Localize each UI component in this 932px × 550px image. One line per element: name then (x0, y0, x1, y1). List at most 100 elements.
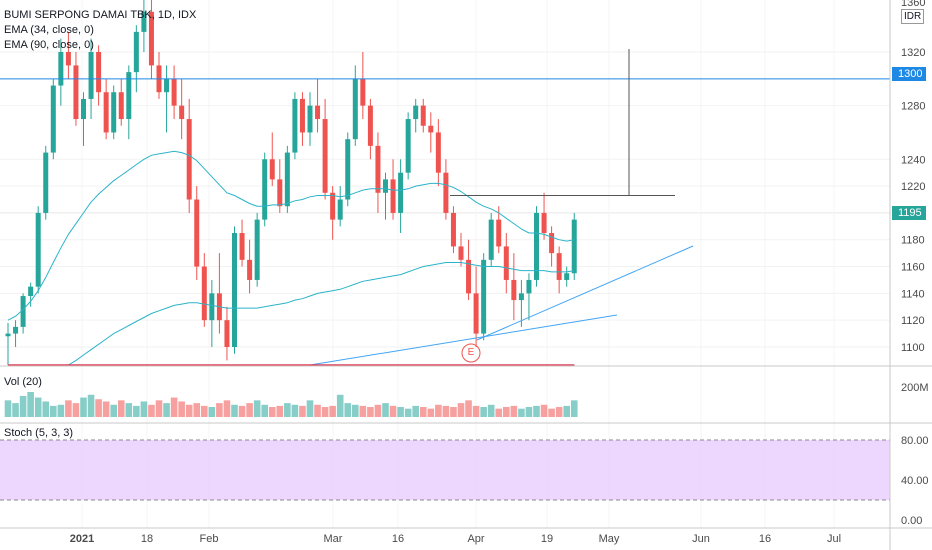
candle-body (511, 279, 517, 301)
lower-trendline (303, 314, 618, 367)
price-tick-label: 1100 (901, 342, 925, 354)
x-tick-label: Feb (200, 533, 219, 545)
volume-bar (291, 404, 299, 417)
volume-bar (435, 404, 442, 417)
volume-bar (495, 408, 503, 417)
volume-bar (465, 400, 472, 417)
candle-body (254, 219, 260, 280)
volume-bar (65, 400, 72, 417)
price-tick-label: 1360 (901, 0, 925, 9)
candle-body (141, 11, 147, 32)
candle-body (413, 105, 419, 120)
price-tick-label: 1320 (901, 47, 925, 59)
volume-label: Vol (20) (4, 376, 42, 388)
x-tick-label: 19 (541, 533, 553, 545)
candle-body (337, 199, 343, 220)
candle-body (28, 286, 34, 297)
volume-bar (321, 407, 329, 417)
volume-bar (276, 405, 284, 417)
ema-lines (7, 150, 575, 366)
volume-bar (336, 394, 344, 417)
candle-body (556, 253, 562, 280)
stoch-tick-label: 80.00 (901, 435, 929, 447)
price-tick-label: 1120 (901, 315, 925, 327)
volume-bar (27, 392, 34, 417)
volume-bar (374, 404, 382, 417)
candle-body (186, 119, 192, 200)
volume-bar (329, 405, 336, 417)
price-tick-label: 1240 (901, 154, 925, 166)
price-tick-label: 1140 (901, 288, 925, 300)
price-tick-label: 1220 (901, 181, 925, 193)
volume-bar (503, 407, 510, 417)
candle-body (148, 11, 154, 66)
volume-bar (480, 407, 487, 417)
volume-bar (216, 403, 223, 417)
volume-bar (548, 408, 555, 417)
volume-bar (457, 403, 465, 417)
candle-body (247, 259, 253, 280)
candle-body (126, 72, 132, 120)
candle-body (65, 52, 71, 66)
candlestick-series (5, 0, 577, 365)
volume-bar (268, 407, 276, 417)
candle-body (13, 326, 19, 334)
candle-body (111, 92, 117, 133)
volume-bar (359, 405, 367, 417)
candle-body (375, 145, 381, 193)
stoch-tick-label: 40.00 (901, 475, 929, 487)
candle-body (88, 52, 94, 99)
stoch-tick-label: 0.00 (901, 515, 922, 527)
candle-body (518, 293, 524, 301)
volume-bar (419, 407, 427, 417)
candle-body (164, 78, 170, 93)
ema90-line (8, 262, 575, 366)
candle-body (443, 172, 449, 213)
volume-bar (208, 407, 216, 417)
last-price-badge: 1195 (892, 206, 926, 220)
volume-bar (472, 405, 480, 417)
candle-body (450, 212, 456, 247)
volume-bar (261, 404, 268, 417)
candle-body (307, 105, 313, 133)
candle-body (571, 219, 577, 274)
rising-trendline (476, 245, 694, 341)
candle-body (209, 293, 215, 321)
candle-body (352, 78, 358, 140)
x-tick-label: 2021 (70, 533, 94, 545)
volume-bar (223, 400, 231, 417)
candle-body (435, 132, 441, 173)
volume-bar (117, 400, 125, 417)
volume-bar (201, 405, 208, 417)
candle-body (118, 92, 124, 120)
x-tick-label: May (599, 533, 620, 545)
candle-body (58, 52, 64, 86)
volume-bar (185, 404, 193, 417)
volume-bar (42, 401, 50, 417)
candle-body (534, 212, 539, 280)
volume-bar (148, 404, 155, 417)
candle-body (50, 85, 56, 153)
volume-bar (404, 408, 412, 417)
candle-body (5, 333, 11, 337)
currency-badge: IDR (901, 9, 925, 24)
annotation-circle (461, 343, 481, 363)
volume-bar (555, 407, 563, 417)
volume-bar (57, 404, 65, 417)
volume-bar (238, 405, 246, 417)
volume-bar (231, 404, 238, 417)
volume-bar (382, 403, 389, 417)
volume-bar (140, 401, 148, 417)
volume-bar (87, 394, 95, 417)
candle-body (420, 105, 426, 126)
volume-bar (193, 403, 201, 417)
volume-bar (284, 403, 291, 417)
ema34-line (7, 150, 575, 321)
x-tick-labels: 2021 18 Feb Mar 16 Apr 19 May Jun 16 Jul (70, 533, 841, 545)
volume-bars (4, 392, 578, 417)
volume-bar (450, 407, 457, 417)
x-tick-label: Jul (827, 533, 841, 545)
x-tick-label: 16 (759, 533, 771, 545)
volume-bar (518, 408, 525, 417)
